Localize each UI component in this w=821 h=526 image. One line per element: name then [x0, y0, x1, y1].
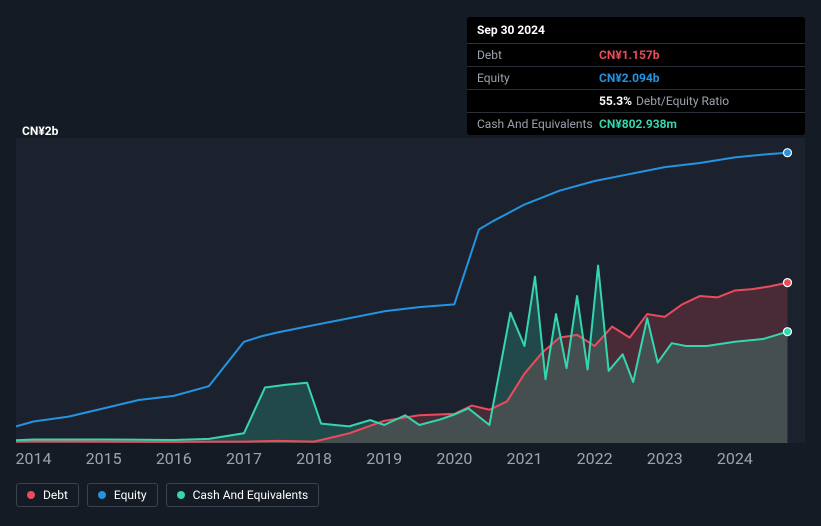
- x-axis-tick: 2014: [16, 449, 52, 468]
- x-axis-tick: 2021: [506, 449, 542, 468]
- x-axis-tick: 2017: [226, 449, 262, 468]
- tooltip-row: DebtCN¥1.157b: [467, 44, 805, 67]
- legend-dot-icon: [27, 491, 35, 499]
- tooltip-row-value: CN¥2.094b: [599, 71, 660, 85]
- y-axis-label: CN¥2b: [22, 124, 58, 138]
- tooltip-row: EquityCN¥2.094b: [467, 67, 805, 90]
- tooltip-row-label: Debt: [477, 48, 599, 62]
- legend-item-equity[interactable]: Equity: [87, 483, 158, 507]
- tooltip-row-label: Cash And Equivalents: [477, 117, 599, 131]
- tooltip-row: Cash And EquivalentsCN¥802.938m: [467, 113, 805, 135]
- x-axis-tick: 2024: [717, 449, 753, 468]
- legend-dot-icon: [98, 491, 106, 499]
- tooltip-row-value: CN¥802.938m: [599, 117, 677, 131]
- tooltip-row: 55.3% Debt/Equity Ratio: [467, 90, 805, 113]
- legend-dot-icon: [177, 491, 185, 499]
- series-marker-equity: [783, 149, 791, 157]
- x-axis-tick: 2022: [577, 449, 613, 468]
- tooltip-row-value: 55.3%: [599, 94, 632, 108]
- tooltip-date: Sep 30 2024: [467, 17, 805, 44]
- x-axis-tick: 2016: [156, 449, 192, 468]
- x-axis-labels: 2014 2015 2016 2017 2018 2019 2020 2021 2022 2023…: [16, 449, 805, 465]
- x-axis-tick: 2018: [296, 449, 332, 468]
- legend-item-cash[interactable]: Cash And Equivalents: [166, 483, 320, 507]
- chart-svg: [16, 138, 805, 443]
- legend-item-label: Debt: [43, 488, 68, 502]
- chart-tooltip: Sep 30 2024 DebtCN¥1.157bEquityCN¥2.094b…: [467, 17, 805, 135]
- tooltip-row-label: [477, 94, 599, 108]
- tooltip-row-value: CN¥1.157b: [599, 48, 660, 62]
- legend-item-debt[interactable]: Debt: [16, 483, 79, 507]
- chart-legend: Debt Equity Cash And Equivalents: [16, 483, 319, 507]
- x-axis-tick: 2019: [366, 449, 402, 468]
- chart-plot-area: [16, 138, 805, 443]
- tooltip-row-label: Equity: [477, 71, 599, 85]
- x-axis-tick: 2020: [436, 449, 472, 468]
- legend-item-label: Cash And Equivalents: [193, 488, 309, 502]
- tooltip-row-extra: Debt/Equity Ratio: [636, 94, 729, 108]
- x-axis-tick: 2023: [647, 449, 683, 468]
- legend-item-label: Equity: [114, 488, 147, 502]
- x-axis-tick: 2015: [86, 449, 122, 468]
- series-marker-debt: [783, 279, 791, 287]
- series-marker-cash: [783, 328, 791, 336]
